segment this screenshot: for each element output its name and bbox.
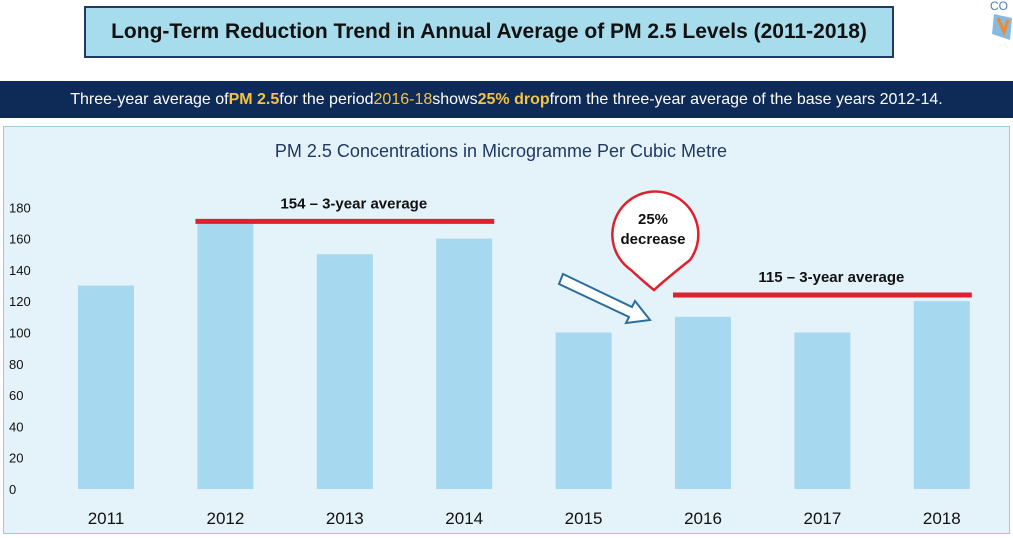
callout-decrease: decrease	[620, 231, 685, 248]
bar-2013	[316, 254, 373, 489]
y-tick-label: 40	[9, 419, 23, 434]
banner-text-5: shows	[432, 90, 478, 108]
callout-percent: 25%	[638, 211, 668, 228]
x-tick-label: 2014	[445, 509, 483, 528]
decrease-callout	[611, 190, 700, 292]
bar-2011	[78, 285, 134, 489]
chart-panel: PM 2.5 Concentrations in Microgramme Per…	[3, 126, 1010, 534]
avg-line-2012-2014-label: 154 – 3-year average	[280, 195, 427, 212]
y-tick-label: 100	[9, 326, 31, 341]
y-tick-label: 140	[9, 263, 31, 278]
y-tick-label: 0	[9, 482, 16, 497]
bar-2018	[913, 301, 970, 489]
page-title: Long-Term Reduction Trend in Annual Aver…	[84, 6, 894, 58]
chart-title: PM 2.5 Concentrations in Microgramme Per…	[275, 141, 727, 161]
avg-line-2016-2018-label: 115 – 3-year average	[758, 269, 904, 286]
logo-text: CO	[990, 0, 1008, 13]
banner-highlight-pm25: PM 2.5	[228, 90, 280, 108]
x-tick-label: 2015	[565, 509, 603, 528]
logo: CO	[972, 0, 1013, 40]
bar-2016	[675, 316, 731, 489]
bar-2015	[555, 332, 612, 489]
summary-banner: Three-year average of PM 2.5 for the per…	[0, 81, 1013, 118]
banner-highlight-period: 2016-18	[373, 90, 433, 108]
banner-text-7: from the three-year average of the base …	[549, 90, 943, 108]
banner-highlight-drop: 25% drop	[477, 90, 550, 108]
banner-text-1: Three-year average of	[70, 90, 229, 108]
x-tick-label: 2016	[684, 509, 722, 528]
bar-2017	[794, 332, 851, 489]
y-tick-label: 20	[9, 451, 23, 466]
y-tick-label: 120	[9, 294, 31, 309]
x-tick-label: 2012	[206, 509, 244, 528]
x-tick-label: 2017	[803, 509, 841, 528]
y-tick-label: 60	[9, 388, 23, 403]
x-tick-label: 2013	[326, 509, 364, 528]
x-tick-label: 2011	[88, 509, 125, 528]
page-title-text: Long-Term Reduction Trend in Annual Aver…	[111, 20, 867, 43]
x-tick-label: 2018	[923, 509, 961, 528]
bar-2014	[436, 238, 493, 489]
decrease-arrow	[557, 272, 652, 325]
y-tick-label: 180	[9, 200, 31, 215]
bar-2012	[197, 222, 254, 489]
pm25-bar-chart: PM 2.5 Concentrations in Microgramme Per…	[9, 141, 972, 528]
banner-text-3: for the period	[279, 90, 374, 108]
y-tick-label: 160	[9, 232, 31, 247]
y-tick-label: 80	[9, 357, 23, 372]
